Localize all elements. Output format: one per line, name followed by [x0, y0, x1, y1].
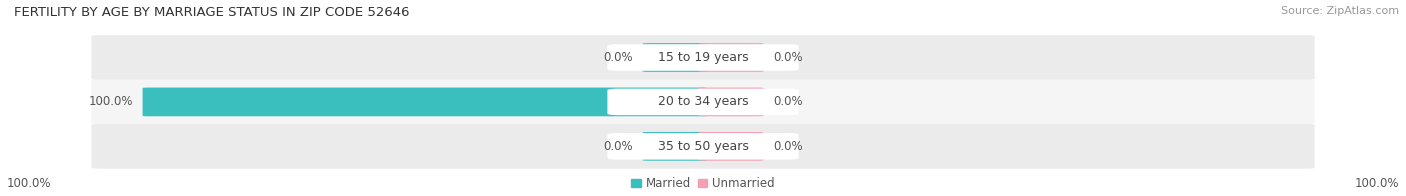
Text: 100.0%: 100.0%: [89, 95, 132, 108]
FancyBboxPatch shape: [607, 89, 799, 115]
Text: 100.0%: 100.0%: [7, 177, 52, 190]
Text: 15 to 19 years: 15 to 19 years: [658, 51, 748, 64]
Text: FERTILITY BY AGE BY MARRIAGE STATUS IN ZIP CODE 52646: FERTILITY BY AGE BY MARRIAGE STATUS IN Z…: [14, 6, 409, 19]
Legend: Married, Unmarried: Married, Unmarried: [627, 172, 779, 195]
FancyBboxPatch shape: [91, 35, 1315, 80]
FancyBboxPatch shape: [91, 80, 1315, 124]
Text: 35 to 50 years: 35 to 50 years: [658, 140, 748, 153]
Text: 20 to 34 years: 20 to 34 years: [658, 95, 748, 108]
Text: 0.0%: 0.0%: [773, 51, 803, 64]
FancyBboxPatch shape: [699, 43, 763, 72]
FancyBboxPatch shape: [699, 132, 763, 161]
FancyBboxPatch shape: [699, 88, 763, 116]
Text: 0.0%: 0.0%: [603, 140, 633, 153]
FancyBboxPatch shape: [607, 44, 799, 71]
Text: 0.0%: 0.0%: [603, 51, 633, 64]
FancyBboxPatch shape: [643, 43, 707, 72]
Text: 0.0%: 0.0%: [773, 140, 803, 153]
Text: 0.0%: 0.0%: [773, 95, 803, 108]
FancyBboxPatch shape: [643, 132, 707, 161]
FancyBboxPatch shape: [607, 133, 799, 160]
Text: Source: ZipAtlas.com: Source: ZipAtlas.com: [1281, 6, 1399, 16]
FancyBboxPatch shape: [142, 88, 707, 116]
Text: 100.0%: 100.0%: [1354, 177, 1399, 190]
FancyBboxPatch shape: [91, 124, 1315, 169]
